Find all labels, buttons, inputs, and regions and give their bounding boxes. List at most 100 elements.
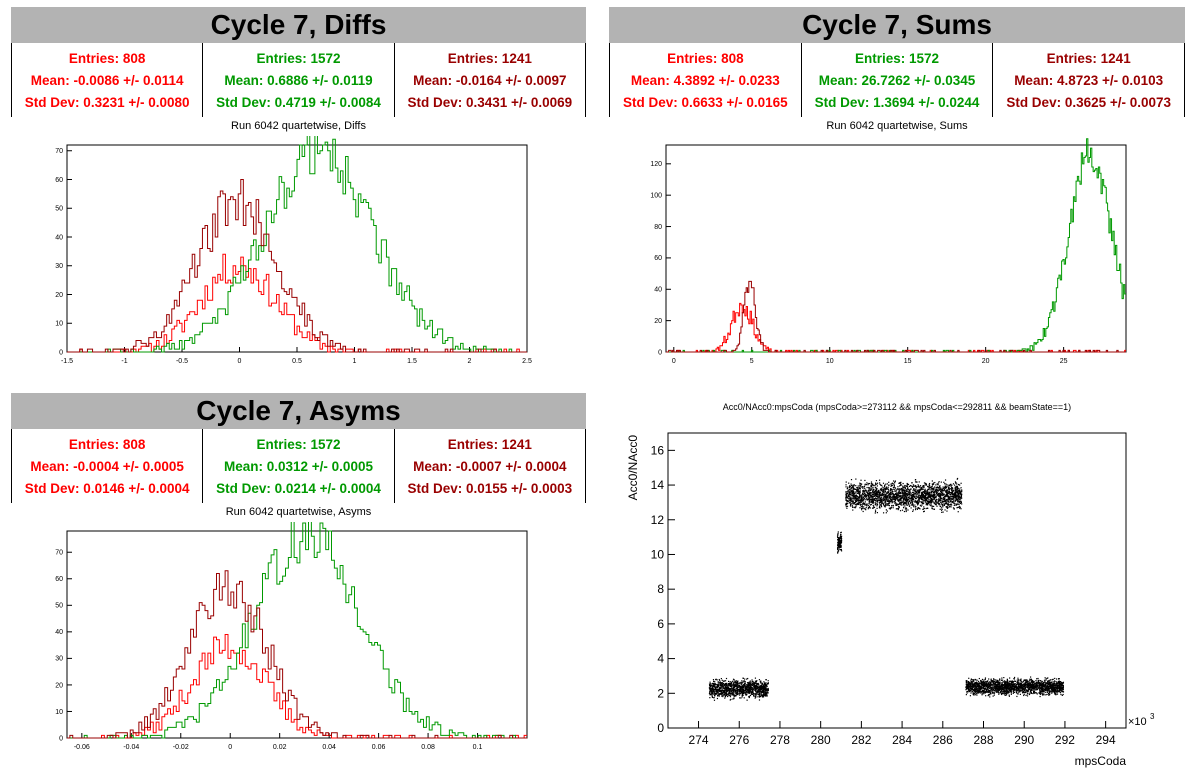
scatter-point (850, 483, 852, 485)
scatter-point (939, 496, 942, 498)
scatter-point (1031, 685, 1033, 687)
scatter-point (757, 694, 760, 696)
scatter-point (1016, 685, 1018, 687)
y-tick-label: 70 (55, 550, 63, 557)
scatter-point (927, 491, 929, 493)
histogram-series-darkred (67, 179, 527, 353)
scatter-point (736, 684, 738, 686)
scatter-point (955, 489, 957, 492)
scatter-point (887, 499, 889, 501)
scatter-point (840, 541, 842, 543)
scatter-point (869, 499, 871, 501)
scatter-point (955, 490, 957, 492)
scatter-point (1040, 693, 1042, 695)
scatter-point (857, 502, 859, 504)
scatter-point (886, 503, 888, 505)
scatter-point (932, 489, 934, 491)
scatter-point (937, 489, 939, 492)
scatter-point (736, 693, 738, 695)
scatter-point (1053, 684, 1055, 687)
scatter-point (752, 688, 754, 690)
scatter-point (870, 484, 872, 486)
scatter-point (852, 509, 854, 511)
scatter-point (1023, 694, 1025, 697)
y-tick-label: 20 (654, 318, 662, 325)
scatter-point (865, 493, 867, 496)
scatter-point (914, 493, 917, 495)
scatter-point (920, 498, 922, 500)
scatter-point (744, 682, 746, 684)
scatter-point (905, 508, 908, 510)
scatter-point (871, 484, 874, 486)
scatter-point (736, 690, 738, 692)
scatter-point (1036, 689, 1039, 691)
scatter-point (728, 688, 731, 690)
scatter-point (912, 500, 914, 502)
scatter-point (941, 491, 943, 493)
scatter-point (919, 488, 921, 490)
scatter-point (845, 496, 847, 498)
scatter-point (867, 492, 869, 494)
scatter-point (916, 481, 918, 483)
scatter-point (945, 483, 947, 485)
scatter-point (1038, 692, 1040, 694)
scatter-point (920, 497, 922, 499)
scatter-point (984, 681, 986, 684)
scatter-point (754, 697, 756, 699)
scatter-point (742, 683, 744, 686)
scatter-point (765, 686, 767, 688)
scatter-point (876, 498, 878, 500)
scatter-point (886, 492, 888, 494)
scatter-point (710, 689, 712, 691)
scatter-point (856, 497, 859, 499)
scatter-point (741, 680, 743, 682)
scatter-point (845, 492, 847, 494)
scatter-point (760, 685, 762, 687)
scatter-point (956, 491, 958, 493)
scatter-point (948, 506, 950, 508)
scatter-plot: 274 276 278 280 282 284 286 288 290 292 2940246810… (626, 432, 1155, 768)
scatter-point (1033, 692, 1035, 694)
x-tick-label: 20 (982, 358, 990, 365)
scatter-point (754, 687, 756, 689)
scatter-point (920, 489, 922, 491)
scatter-point (759, 693, 761, 695)
scatter-point (950, 488, 952, 490)
scatter-point (891, 482, 894, 484)
scatter-point (918, 481, 920, 483)
scatter-point (933, 493, 935, 495)
scatter-point (949, 506, 951, 508)
scatter-point (904, 494, 907, 496)
scatter-point (1051, 679, 1054, 681)
scatter-point (762, 688, 764, 690)
scatter-point (875, 500, 877, 502)
scatter-point (954, 495, 957, 497)
scatter-point (904, 508, 907, 510)
scatter-point (993, 684, 995, 686)
scatter-point (992, 689, 994, 691)
scatter-point (849, 501, 851, 503)
scatter-point (850, 484, 853, 487)
scatter-point (917, 506, 919, 509)
scatter-point (1054, 680, 1056, 682)
scatter-point (956, 503, 958, 506)
scatter-point (862, 493, 864, 496)
scatter-point (947, 503, 949, 505)
scatter-point (943, 504, 946, 506)
scatter-point (911, 495, 913, 497)
scatter-point (944, 509, 946, 511)
scatter-point (730, 692, 732, 694)
scatter-point (929, 502, 931, 504)
scatter-point (884, 485, 886, 487)
scatter-point (1026, 684, 1028, 687)
scatter-point (755, 690, 757, 692)
scatter-point (869, 500, 871, 502)
scatter-point (748, 696, 750, 698)
scatter-point (747, 685, 750, 687)
scatter-point (869, 496, 871, 498)
scatter-point (759, 695, 762, 698)
scatter-point (719, 690, 721, 692)
scatter-point (1025, 681, 1027, 683)
scatter-point (882, 489, 884, 491)
scatter-point (881, 493, 883, 496)
